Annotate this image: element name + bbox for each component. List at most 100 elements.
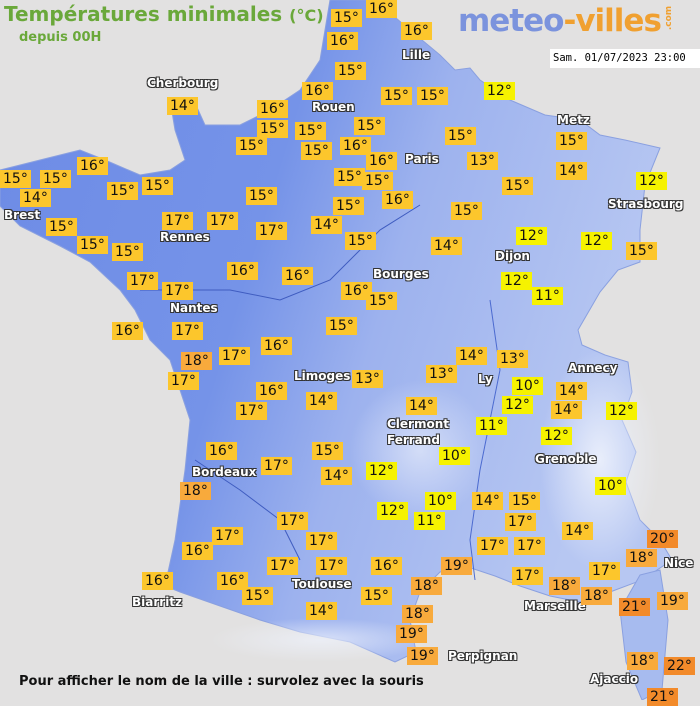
temperature-label[interactable]: 17° xyxy=(256,222,287,240)
temperature-label[interactable]: 14° xyxy=(556,162,587,180)
temperature-label[interactable]: 12° xyxy=(636,172,667,190)
temperature-label[interactable]: 10° xyxy=(439,447,470,465)
temperature-label[interactable]: 14° xyxy=(551,401,582,419)
temperature-label[interactable]: 17° xyxy=(477,537,508,555)
temperature-label[interactable]: 15° xyxy=(301,142,332,160)
temperature-label[interactable]: 21° xyxy=(647,688,678,706)
temperature-label[interactable]: 15° xyxy=(142,177,173,195)
temperature-label[interactable]: 16° xyxy=(206,442,237,460)
temperature-label[interactable]: 19° xyxy=(657,592,688,610)
temperature-label[interactable]: 15° xyxy=(334,168,365,186)
temperature-label[interactable]: 14° xyxy=(472,492,503,510)
temperature-label[interactable]: 15° xyxy=(295,122,326,140)
temperature-label[interactable]: 17° xyxy=(168,372,199,390)
temperature-label[interactable]: 15° xyxy=(112,243,143,261)
temperature-label[interactable]: 15° xyxy=(312,442,343,460)
temperature-label[interactable]: 16° xyxy=(366,0,397,18)
temperature-label[interactable]: 18° xyxy=(627,652,658,670)
temperature-label[interactable]: 16° xyxy=(112,322,143,340)
temperature-label[interactable]: 18° xyxy=(402,605,433,623)
temperature-label[interactable]: 11° xyxy=(532,287,563,305)
temperature-label[interactable]: 15° xyxy=(366,292,397,310)
temperature-label[interactable]: 17° xyxy=(589,562,620,580)
temperature-label[interactable]: 16° xyxy=(341,282,372,300)
temperature-label[interactable]: 18° xyxy=(549,577,580,595)
temperature-label[interactable]: 13° xyxy=(352,370,383,388)
temperature-label[interactable]: 17° xyxy=(162,282,193,300)
temperature-label[interactable]: 16° xyxy=(371,557,402,575)
meteo-villes-logo[interactable]: meteo-villes .com xyxy=(458,3,681,39)
temperature-label[interactable]: 12° xyxy=(516,227,547,245)
temperature-label[interactable]: 19° xyxy=(441,557,472,575)
temperature-label[interactable]: 16° xyxy=(340,137,371,155)
temperature-label[interactable]: 15° xyxy=(0,170,31,188)
temperature-label[interactable]: 17° xyxy=(219,347,250,365)
temperature-label[interactable]: 15° xyxy=(257,120,288,138)
temperature-label[interactable]: 12° xyxy=(502,396,533,414)
temperature-label[interactable]: 16° xyxy=(261,337,292,355)
temperature-label[interactable]: 15° xyxy=(381,87,412,105)
temperature-label[interactable]: 16° xyxy=(217,572,248,590)
temperature-label[interactable]: 15° xyxy=(354,117,385,135)
temperature-label[interactable]: 14° xyxy=(321,467,352,485)
temperature-label[interactable]: 15° xyxy=(333,197,364,215)
temperature-label[interactable]: 17° xyxy=(207,212,238,230)
temperature-label[interactable]: 18° xyxy=(626,549,657,567)
temperature-label[interactable]: 15° xyxy=(335,62,366,80)
temperature-label[interactable]: 14° xyxy=(556,382,587,400)
temperature-label[interactable]: 17° xyxy=(277,512,308,530)
temperature-label[interactable]: 16° xyxy=(282,267,313,285)
temperature-label[interactable]: 17° xyxy=(267,557,298,575)
temperature-label[interactable]: 12° xyxy=(541,427,572,445)
temperature-label[interactable]: 15° xyxy=(502,177,533,195)
temperature-label[interactable]: 13° xyxy=(497,350,528,368)
temperature-label[interactable]: 13° xyxy=(426,365,457,383)
temperature-label[interactable]: 14° xyxy=(311,216,342,234)
temperature-label[interactable]: 15° xyxy=(77,236,108,254)
temperature-label[interactable]: 17° xyxy=(236,402,267,420)
temperature-label[interactable]: 14° xyxy=(562,522,593,540)
temperature-label[interactable]: 15° xyxy=(345,232,376,250)
temperature-label[interactable]: 15° xyxy=(326,317,357,335)
temperature-label[interactable]: 12° xyxy=(606,402,637,420)
temperature-label[interactable]: 17° xyxy=(172,322,203,340)
temperature-label[interactable]: 13° xyxy=(467,152,498,170)
temperature-label[interactable]: 14° xyxy=(306,602,337,620)
temperature-label[interactable]: 16° xyxy=(302,82,333,100)
temperature-label[interactable]: 18° xyxy=(581,587,612,605)
temperature-label[interactable]: 17° xyxy=(514,537,545,555)
temperature-label[interactable]: 14° xyxy=(431,237,462,255)
temperature-label[interactable]: 18° xyxy=(411,577,442,595)
temperature-label[interactable]: 11° xyxy=(476,417,507,435)
temperature-label[interactable]: 20° xyxy=(647,530,678,548)
temperature-label[interactable]: 17° xyxy=(162,212,193,230)
temperature-label[interactable]: 12° xyxy=(501,272,532,290)
temperature-label[interactable]: 15° xyxy=(509,492,540,510)
temperature-label[interactable]: 18° xyxy=(181,352,212,370)
temperature-label[interactable]: 10° xyxy=(595,477,626,495)
temperature-label[interactable]: 16° xyxy=(366,152,397,170)
temperature-label[interactable]: 15° xyxy=(40,170,71,188)
temperature-label[interactable]: 21° xyxy=(619,598,650,616)
temperature-label[interactable]: 12° xyxy=(366,462,397,480)
temperature-label[interactable]: 15° xyxy=(107,182,138,200)
temperature-label[interactable]: 16° xyxy=(382,191,413,209)
temperature-label[interactable]: 15° xyxy=(362,172,393,190)
temperature-label[interactable]: 12° xyxy=(581,232,612,250)
temperature-label[interactable]: 19° xyxy=(396,625,427,643)
temperature-label[interactable]: 17° xyxy=(127,272,158,290)
temperature-label[interactable]: 12° xyxy=(377,502,408,520)
temperature-label[interactable]: 16° xyxy=(327,32,358,50)
temperature-label[interactable]: 14° xyxy=(20,189,51,207)
temperature-label[interactable]: 17° xyxy=(212,527,243,545)
temperature-label[interactable]: 17° xyxy=(505,513,536,531)
temperature-label[interactable]: 15° xyxy=(236,137,267,155)
temperature-label[interactable]: 14° xyxy=(456,347,487,365)
temperature-label[interactable]: 15° xyxy=(417,87,448,105)
temperature-label[interactable]: 15° xyxy=(246,187,277,205)
temperature-label[interactable]: 16° xyxy=(227,262,258,280)
temperature-label[interactable]: 14° xyxy=(306,392,337,410)
temperature-label[interactable]: 14° xyxy=(406,397,437,415)
temperature-label[interactable]: 12° xyxy=(484,82,515,100)
temperature-label[interactable]: 17° xyxy=(306,532,337,550)
